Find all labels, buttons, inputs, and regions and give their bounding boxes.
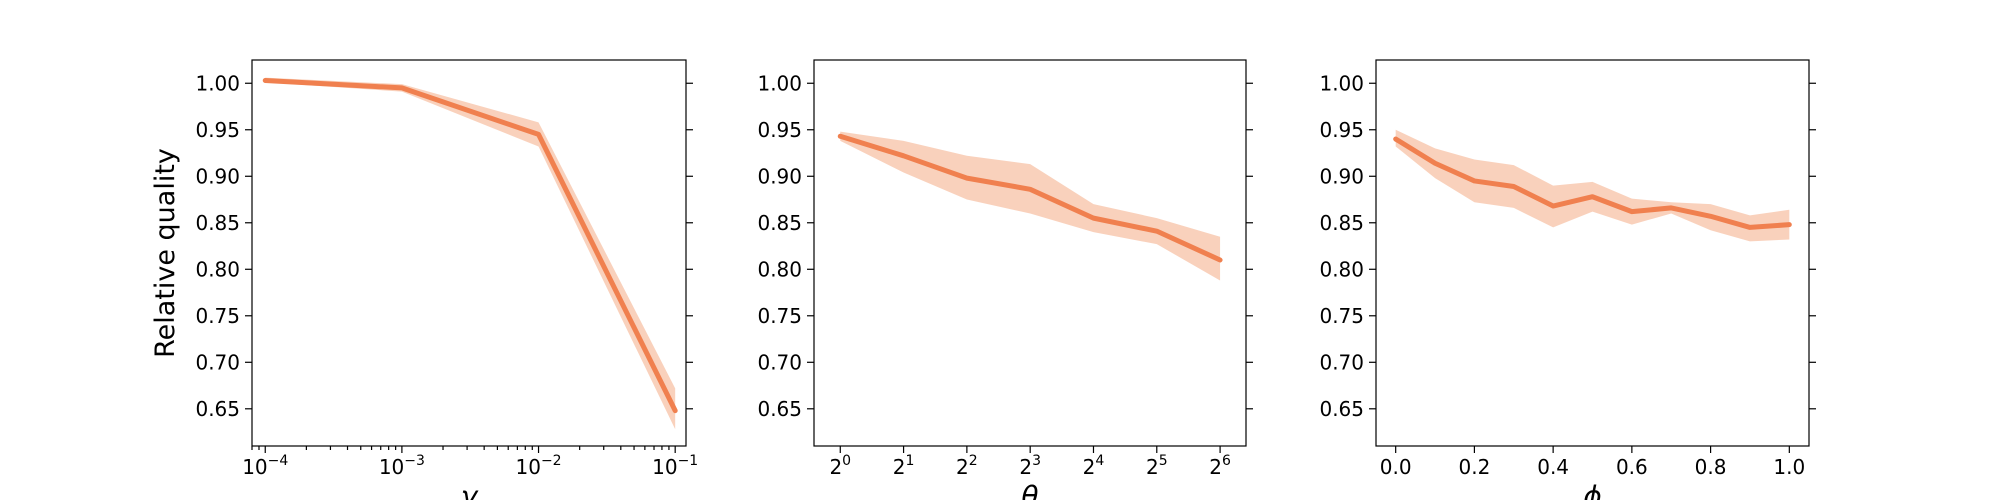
x-tick-label: 10−1 (652, 453, 698, 479)
x-tick-label: 0.4 (1537, 455, 1569, 479)
x-tick-label: 10−4 (242, 453, 288, 479)
y-tick-label: 0.95 (1319, 118, 1364, 142)
confidence-band (1395, 129, 1790, 242)
y-tick-label: 0.70 (757, 350, 802, 374)
y-tick-label: 0.70 (195, 350, 240, 374)
y-tick-label: 0.70 (1319, 350, 1364, 374)
x-tick-label: 0.2 (1459, 455, 1491, 479)
y-tick-label: 0.90 (757, 164, 802, 188)
y-tick-label: 0.75 (1319, 304, 1364, 328)
y-tick-label: 0.95 (195, 118, 240, 142)
axes-frame (251, 59, 687, 447)
x-tick-label: 0.0 (1380, 455, 1412, 479)
x-tick-label: 20 (829, 453, 851, 479)
subplot-gamma: 0.65 0.70 0.75 0.80 0.85 0.90 0.95 1.00 10−4 10−3… (150, 59, 698, 500)
x-tick-label: 21 (893, 453, 915, 479)
axes-frame (1375, 59, 1810, 447)
y-tick-label: 0.65 (195, 397, 240, 421)
x-tick-label: 10−2 (515, 453, 561, 479)
x-tick-label: 24 (1083, 453, 1105, 479)
y-tick-label: 0.90 (1319, 164, 1364, 188)
subplot-phi: 0.65 0.70 0.75 0.80 0.85 0.90 0.95 1.00 0.0 0.2 0.… (1319, 59, 1816, 500)
series-line (837, 133, 1223, 263)
x-tick-label: 10−3 (379, 453, 425, 479)
x-axis-label: ϕ (1583, 480, 1601, 500)
y-tick-label: 0.80 (757, 257, 802, 281)
x-tick-label: 22 (956, 453, 978, 479)
y-tick-label: 0.75 (757, 304, 802, 328)
confidence-band (265, 77, 676, 430)
y-tick-label: 0.85 (757, 211, 802, 235)
y-tick-label: 0.65 (757, 397, 802, 421)
y-axis-label: Relative quality (150, 148, 181, 358)
y-tick-label: 0.65 (1319, 397, 1364, 421)
x-axis-label: θ (1021, 480, 1038, 500)
x-tick-label: 1.0 (1773, 455, 1805, 479)
y-tick-label: 0.90 (195, 164, 240, 188)
x-tick-label: 23 (1019, 453, 1041, 479)
x-tick-label: 26 (1209, 453, 1231, 479)
y-tick-label: 0.75 (195, 304, 240, 328)
subplot-theta: 0.65 0.70 0.75 0.80 0.85 0.90 0.95 1.00 20 21 22 23… (757, 59, 1253, 500)
x-tick-label: 0.8 (1695, 455, 1727, 479)
series-line (262, 77, 678, 414)
y-tick-label: 0.80 (195, 257, 240, 281)
y-tick-label: 0.95 (757, 118, 802, 142)
y-tick-label: 1.00 (195, 71, 240, 95)
y-tick-label: 0.80 (1319, 257, 1364, 281)
x-axis-label: γ (461, 480, 479, 500)
y-tick-label: 1.00 (1319, 71, 1364, 95)
y-tick-label: 0.85 (1319, 211, 1364, 235)
series-line (1393, 136, 1792, 230)
x-tick-label: 0.6 (1616, 455, 1648, 479)
y-tick-label: 0.85 (195, 211, 240, 235)
y-tick-label: 1.00 (757, 71, 802, 95)
x-tick-label: 25 (1146, 453, 1168, 479)
